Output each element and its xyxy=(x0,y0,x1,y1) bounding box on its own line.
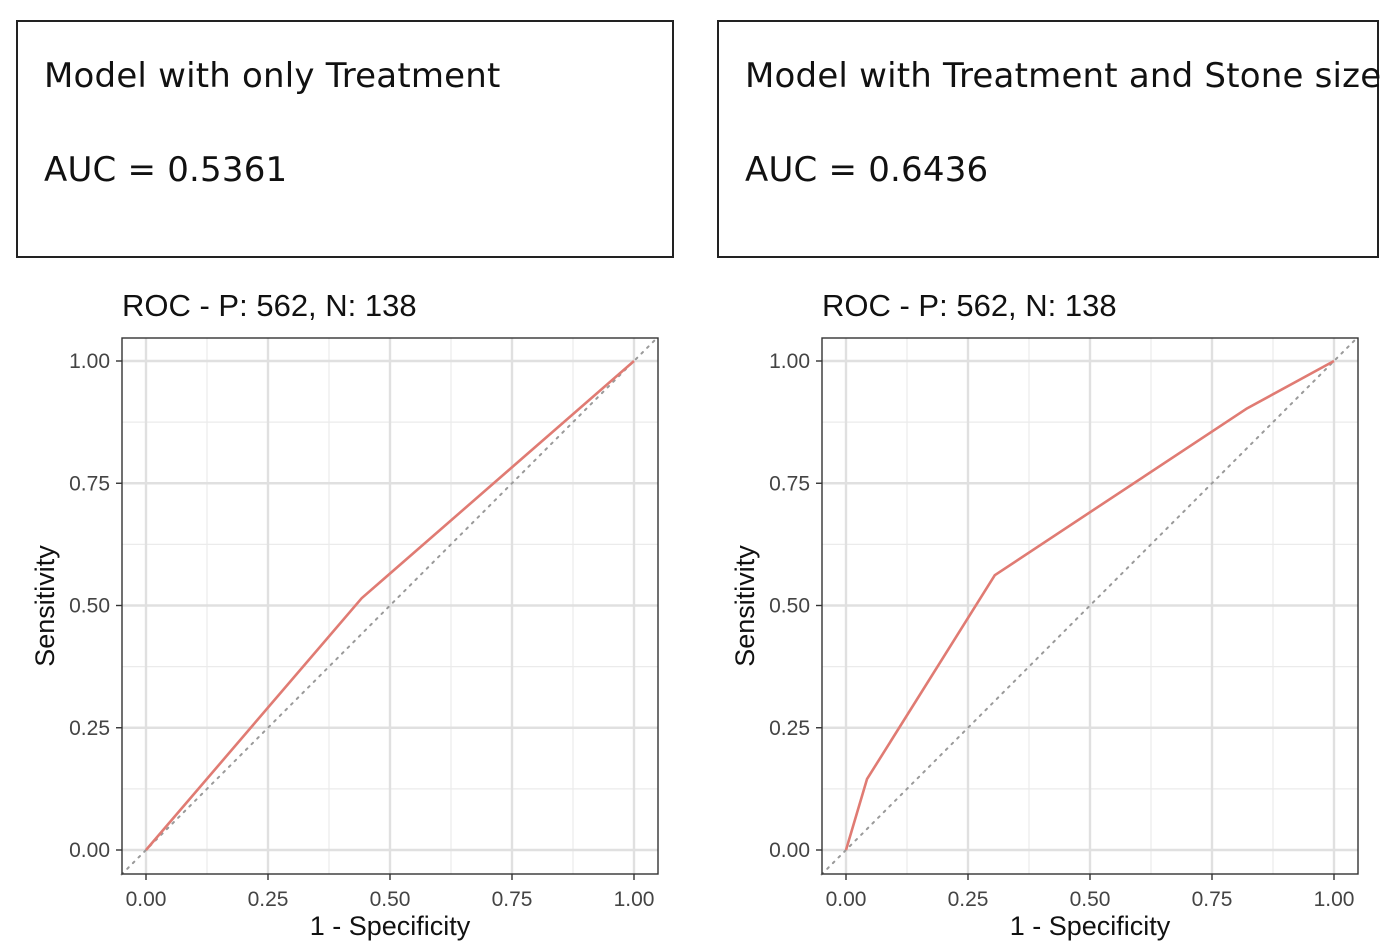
x-tick-label: 0.75 xyxy=(1192,888,1233,911)
y-tick-label: 0.25 xyxy=(769,717,810,740)
x-tick-label: 0.25 xyxy=(248,888,289,911)
x-tick-label: 1.00 xyxy=(1314,888,1355,911)
y-tick-label: 0.50 xyxy=(69,595,110,618)
x-tick-label: 0.50 xyxy=(370,888,411,911)
auc-value-label: AUC = 0.5361 xyxy=(44,150,288,190)
y-tick-label: 1.00 xyxy=(769,350,810,373)
model-info-box-left: Model with only Treatment AUC = 0.5361 xyxy=(16,20,674,258)
x-tick-label: 0.25 xyxy=(948,888,989,911)
y-tick-label: 0.75 xyxy=(769,472,810,495)
roc-chart-left: ROC - P: 562, N: 138 0.00 0.25 0.50 0.75 1.00… xyxy=(30,288,660,941)
x-tick-label: 0.75 xyxy=(492,888,533,911)
y-tick-label: 0.00 xyxy=(69,839,110,862)
x-tick-label: 0.00 xyxy=(126,888,167,911)
roc-curve-line xyxy=(145,360,635,851)
x-tick-label: 0.00 xyxy=(826,888,867,911)
y-axis-label: Sensitivity xyxy=(730,545,760,667)
x-tick-label: 0.50 xyxy=(1070,888,1111,911)
chance-reference-line xyxy=(820,335,1360,876)
y-tick-label: 0.50 xyxy=(769,595,810,618)
x-axis-label: 1 - Specificity xyxy=(310,911,471,941)
model-name-label: Model with Treatment and Stone size xyxy=(745,56,1382,96)
chart-title: ROC - P: 562, N: 138 xyxy=(822,288,1117,323)
y-tick-label: 0.00 xyxy=(769,839,810,862)
model-name-label: Model with only Treatment xyxy=(44,56,501,96)
x-axis-label: 1 - Specificity xyxy=(1010,911,1171,941)
roc-chart-right: ROC - P: 562, N: 138 0.00 0.25 0.50 0.75 1.00… xyxy=(730,288,1360,941)
y-tick-label: 0.75 xyxy=(69,472,110,495)
auc-value-label: AUC = 0.6436 xyxy=(745,150,989,190)
model-info-box-right: Model with Treatment and Stone size AUC … xyxy=(717,20,1382,258)
roc-curve-line xyxy=(844,359,1335,851)
x-tick-label: 1.00 xyxy=(614,888,655,911)
y-axis-label: Sensitivity xyxy=(30,545,60,667)
y-tick-label: 0.25 xyxy=(69,717,110,740)
chart-title: ROC - P: 562, N: 138 xyxy=(122,288,417,323)
y-tick-label: 1.00 xyxy=(69,350,110,373)
chance-reference-line xyxy=(120,335,660,876)
